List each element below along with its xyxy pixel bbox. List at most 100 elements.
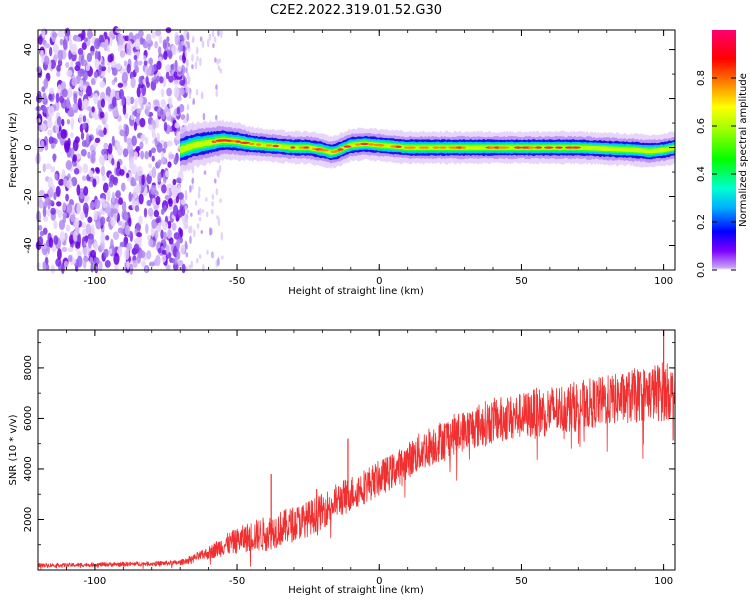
noise-blob bbox=[44, 43, 51, 49]
noise-blob bbox=[186, 104, 190, 111]
noise-blob bbox=[201, 208, 205, 214]
noise-blob bbox=[187, 41, 190, 49]
spectrogram-x-label: Height of straight line (km) bbox=[288, 286, 424, 297]
noise-blob bbox=[160, 156, 167, 165]
noise-blob bbox=[162, 75, 167, 88]
noise-blob bbox=[37, 236, 44, 247]
noise-blob bbox=[148, 65, 152, 77]
noise-blob bbox=[130, 77, 136, 89]
noise-blob bbox=[157, 247, 162, 254]
noise-blob bbox=[65, 160, 73, 170]
snr-frame bbox=[37, 329, 676, 571]
noise-blob bbox=[168, 197, 173, 207]
noise-blob bbox=[107, 66, 111, 73]
noise-blob bbox=[57, 84, 62, 95]
noise-blob bbox=[119, 169, 125, 176]
noise-blob bbox=[113, 252, 120, 265]
noise-blob bbox=[42, 216, 49, 222]
noise-blob bbox=[126, 260, 130, 270]
noise-blob bbox=[74, 217, 80, 228]
noise-blob bbox=[100, 98, 106, 108]
noise-blob bbox=[48, 237, 54, 248]
noise-blob bbox=[57, 29, 65, 38]
noise-blob bbox=[70, 117, 75, 130]
noise-blob bbox=[186, 112, 189, 122]
noise-blob bbox=[162, 39, 168, 50]
noise-blob bbox=[177, 184, 181, 195]
spectrogram-x-tick-label: 100 bbox=[654, 276, 673, 287]
noise-blob bbox=[124, 35, 130, 42]
noise-blob bbox=[76, 184, 81, 196]
noise-blob bbox=[72, 103, 77, 111]
noise-blob bbox=[134, 205, 140, 212]
noise-blob bbox=[36, 262, 41, 270]
signal-hotspot bbox=[534, 146, 543, 149]
noise-blob bbox=[80, 211, 85, 221]
noise-blob bbox=[87, 216, 93, 223]
noise-blob bbox=[78, 113, 83, 124]
noise-blob bbox=[107, 152, 112, 163]
noise-blob bbox=[218, 164, 222, 173]
noise-blob bbox=[47, 129, 53, 137]
noise-blob bbox=[103, 41, 108, 52]
noise-blob bbox=[165, 71, 170, 80]
noise-blob bbox=[117, 114, 122, 122]
noise-blob bbox=[50, 142, 55, 150]
noise-blob bbox=[154, 29, 162, 37]
signal-hotspot bbox=[554, 146, 563, 149]
noise-blob bbox=[130, 114, 135, 121]
noise-blob bbox=[102, 202, 108, 209]
noise-blob bbox=[154, 40, 159, 49]
noise-blob bbox=[206, 38, 210, 48]
noise-blob bbox=[66, 118, 71, 125]
noise-blob bbox=[143, 55, 147, 61]
noise-blob bbox=[192, 229, 196, 238]
noise-blob bbox=[216, 59, 219, 65]
snr-y-tick-label: 2000 bbox=[23, 507, 34, 532]
noise-blob bbox=[155, 254, 161, 267]
noise-blob bbox=[56, 248, 62, 261]
noise-blob bbox=[199, 36, 203, 42]
noise-blob bbox=[208, 33, 212, 41]
noise-blob bbox=[135, 222, 142, 231]
signal-band-layer bbox=[180, 137, 675, 155]
noise-blob bbox=[60, 82, 65, 91]
noise-blob bbox=[165, 170, 169, 178]
noise-blob bbox=[200, 230, 204, 235]
noise-blob bbox=[76, 202, 82, 215]
noise-blob bbox=[156, 75, 161, 82]
noise-blob bbox=[97, 99, 102, 111]
noise-blob bbox=[94, 137, 101, 144]
noise-blob bbox=[211, 200, 214, 207]
snr-background bbox=[38, 330, 675, 570]
noise-blob bbox=[99, 154, 105, 166]
noise-blob bbox=[61, 246, 68, 253]
colorbar-ticks: 0.0 0.2 0.4 0.6 0.8 bbox=[696, 70, 736, 278]
noise-blob bbox=[55, 258, 62, 267]
noise-blob bbox=[124, 248, 130, 260]
snr-y-tick-label: 4000 bbox=[23, 456, 34, 481]
noise-blob bbox=[176, 250, 181, 261]
noise-blob bbox=[82, 115, 87, 123]
noise-blob bbox=[65, 97, 70, 109]
noise-blob bbox=[166, 140, 173, 147]
noise-blob bbox=[132, 259, 138, 268]
noise-blob bbox=[138, 215, 143, 225]
snr-series-line bbox=[37, 362, 676, 570]
noise-blob bbox=[103, 153, 108, 161]
noise-blob bbox=[81, 42, 87, 50]
noise-blob bbox=[206, 249, 209, 255]
noise-blob bbox=[116, 161, 121, 170]
noise-blob bbox=[89, 201, 95, 210]
signal-hotspot bbox=[378, 144, 385, 147]
noise-blob bbox=[155, 195, 161, 206]
noise-blob bbox=[179, 79, 186, 86]
signal-hotspot bbox=[543, 146, 554, 149]
noise-blob bbox=[190, 212, 193, 217]
noise-blob bbox=[178, 192, 185, 200]
noise-blob bbox=[81, 221, 87, 229]
noise-blob bbox=[84, 196, 88, 204]
noise-blob bbox=[54, 173, 59, 181]
noise-blob bbox=[82, 122, 87, 130]
